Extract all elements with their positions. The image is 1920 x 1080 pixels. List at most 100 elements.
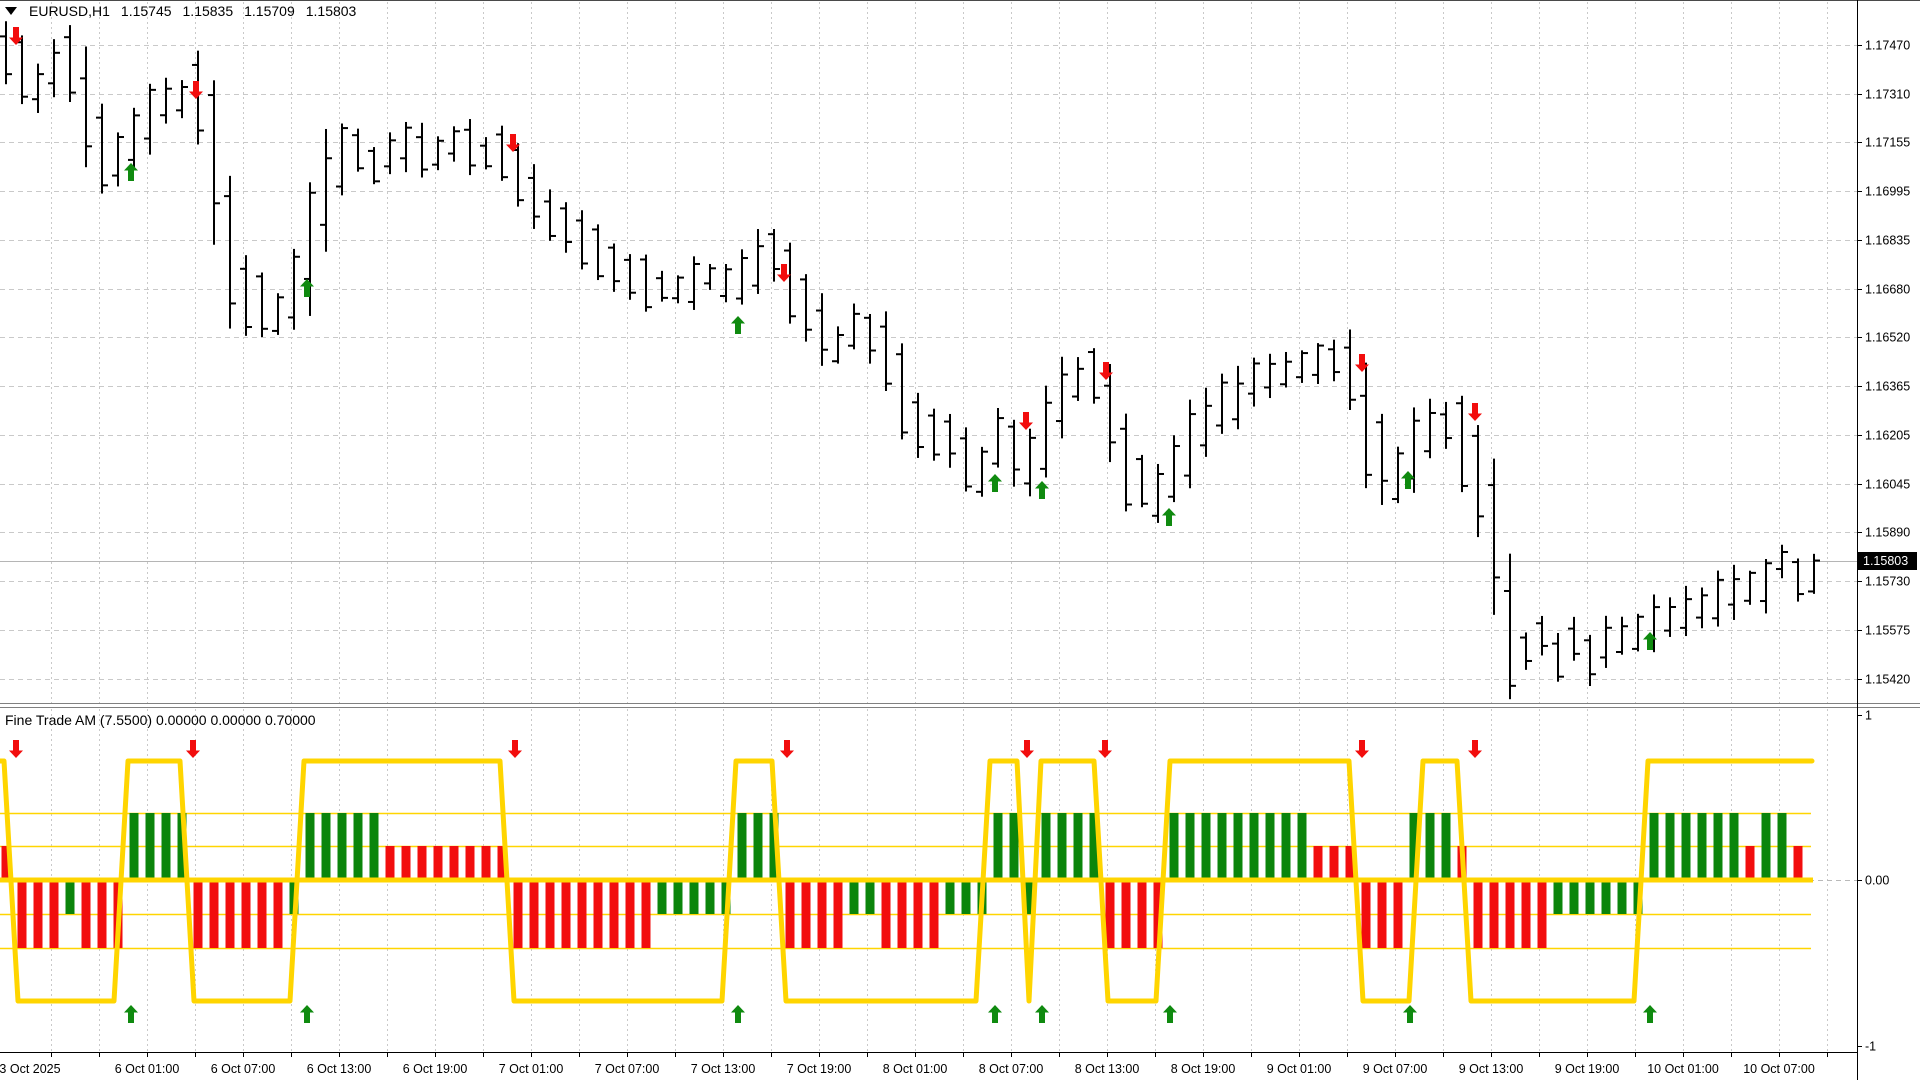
bar-open-tick: [1088, 351, 1093, 354]
bar-open-tick: [496, 133, 501, 136]
bar-open-tick: [1056, 420, 1061, 423]
bar-close-tick: [343, 127, 348, 130]
bar-close-tick: [663, 296, 668, 299]
bar-open-tick: [48, 82, 53, 85]
histogram-bar: [337, 813, 347, 880]
bar-open-tick: [96, 116, 101, 119]
bar-close-tick: [1047, 401, 1052, 404]
bar-open-tick: [944, 420, 949, 423]
bar-range: [5, 21, 7, 85]
ohlc-bar: [1808, 553, 1820, 594]
time-axis-label: 6 Oct 01:00: [115, 1062, 180, 1076]
histogram-bar: [737, 813, 747, 880]
bar-close-tick: [1431, 411, 1436, 414]
bar-close-tick: [1271, 362, 1276, 365]
symbol-dropdown-icon[interactable]: [5, 7, 17, 15]
bar-range: [485, 137, 487, 170]
histogram-bar: [17, 880, 27, 948]
bar-range: [1637, 613, 1639, 652]
bar-open-tick: [1664, 629, 1669, 632]
bar-open-tick: [112, 174, 117, 177]
bar-open-tick: [800, 278, 805, 281]
bar-close-tick: [599, 275, 604, 278]
histogram-bar: [641, 880, 651, 948]
histogram-bar: [353, 813, 363, 880]
bar-close-tick: [1143, 502, 1148, 505]
bar-range: [1029, 428, 1031, 497]
bar-close-tick: [1191, 413, 1196, 416]
bar-close-tick: [1815, 559, 1820, 562]
ohlc-bar: [64, 25, 76, 103]
histogram-bar: [817, 880, 827, 948]
ohlc-bar: [1280, 351, 1292, 388]
chart-title-bar: EURUSD,H1 1.15745 1.15835 1.15709 1.15803: [5, 3, 356, 19]
bar-close-tick: [1751, 571, 1756, 574]
bar-close-tick: [743, 257, 748, 260]
ohlc-bar: [496, 125, 508, 181]
bar-range: [149, 83, 151, 155]
ohlc-bar: [1488, 458, 1500, 615]
histogram-bar: [833, 880, 843, 948]
bar-open-tick: [128, 158, 133, 161]
indicator-step-line: [0, 758, 1815, 1004]
price-axis-label: 1.15890: [1865, 526, 1910, 540]
histogram-bar: [241, 880, 251, 948]
bar-open-tick: [768, 233, 773, 236]
bar-close-tick: [1495, 576, 1500, 579]
bar-open-tick: [1760, 600, 1765, 603]
bar-close-tick: [1239, 382, 1244, 385]
ohlc-bar: [736, 249, 748, 305]
ohlc-bar: [1232, 365, 1244, 430]
ohlc-bar: [880, 311, 892, 391]
bar-open-tick: [912, 401, 917, 404]
time-axis[interactable]: 3 Oct 2025 6 Oct 01:00 6 Oct 07:00 6 Oct 13…: [0, 1052, 1828, 1076]
bar-range: [1045, 385, 1047, 478]
bar-range: [261, 272, 263, 338]
bar-range: [741, 249, 743, 305]
bar-close-tick: [1063, 373, 1068, 376]
bar-range: [1349, 329, 1351, 410]
price-axis[interactable]: 1.17470 1.17310 1.17155 1.16995 1.16835 1.166…: [1857, 39, 1910, 687]
histogram-bar: [129, 813, 139, 880]
bar-open-tick: [272, 329, 277, 332]
ohlc-bar: [1328, 339, 1340, 382]
bar-open-tick: [368, 149, 373, 152]
bar-open-tick: [1488, 484, 1493, 487]
ohlc-bar: [992, 407, 1004, 468]
histogram-bar: [897, 880, 907, 948]
ohlc-bar: [272, 293, 284, 335]
main-chart-plot-area[interactable]: [0, 0, 1857, 703]
histogram-bar: [497, 846, 507, 880]
bar-range: [581, 210, 583, 270]
bar-open-tick: [1616, 651, 1621, 654]
bar-range: [1269, 353, 1271, 399]
bar-range: [181, 80, 183, 119]
bar-open-tick: [1008, 425, 1013, 428]
price-axis-label: 1.16205: [1865, 429, 1910, 443]
histogram-bar: [401, 846, 411, 880]
bar-close-tick: [1159, 472, 1164, 475]
indicator-axis[interactable]: 1 0.00 -1: [1857, 709, 1889, 1054]
bar-open-tick: [400, 157, 405, 160]
signal-up-arrow-icon: [1035, 481, 1049, 499]
bar-range: [1765, 559, 1767, 614]
bar-range: [1525, 632, 1527, 670]
current-price-badge: 1.15803: [1858, 552, 1917, 570]
bar-open-tick: [528, 176, 533, 179]
signal-down-arrow-icon: [9, 27, 23, 45]
ohlc-bar: [1296, 350, 1308, 383]
bar-close-tick: [487, 165, 492, 168]
bar-open-tick: [704, 282, 709, 285]
bar-range: [933, 408, 935, 461]
ohlc-bar: [1040, 385, 1052, 478]
histogram-bar: [1505, 880, 1515, 948]
bar-close-tick: [551, 234, 556, 237]
ohlc-bar: [1312, 343, 1324, 384]
bar-range: [389, 132, 391, 175]
bar-range: [53, 39, 55, 98]
bar-open-tick: [1184, 474, 1189, 477]
bar-range: [1381, 413, 1383, 505]
bar-close-tick: [855, 312, 860, 315]
histogram-bar: [865, 880, 875, 914]
